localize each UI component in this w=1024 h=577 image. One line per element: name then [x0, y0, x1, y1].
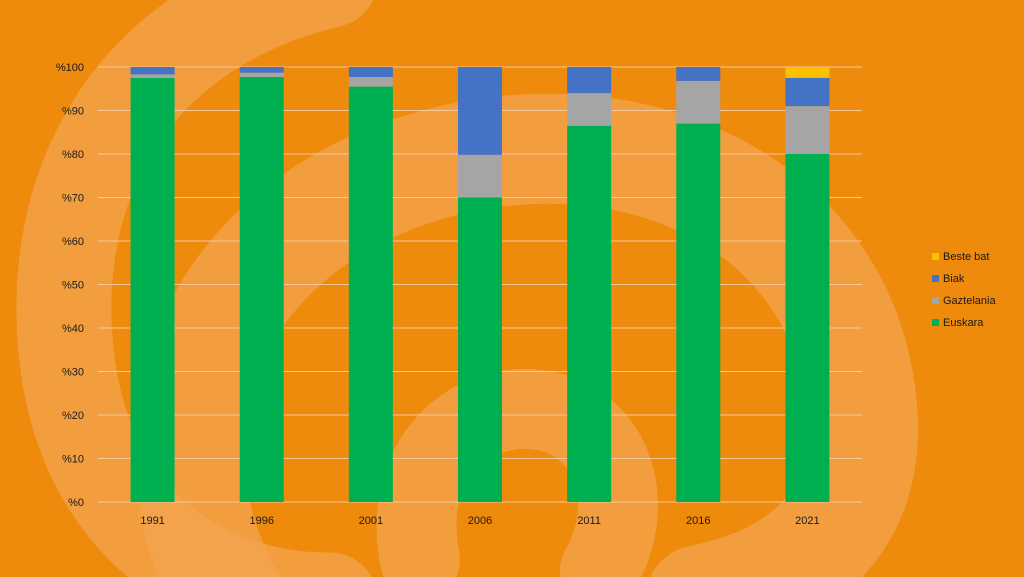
y-tick-label: %40	[62, 323, 84, 335]
bar-segment-euskara	[785, 154, 830, 502]
bar-segment-euskara	[130, 77, 175, 502]
bar-segment-euskara	[348, 86, 393, 502]
bar-segment-biak	[458, 67, 502, 155]
x-tick-label: 2011	[577, 515, 601, 527]
bar-segment-gaztelania	[676, 80, 721, 124]
bar-segment-biak	[676, 67, 721, 81]
legend-label: Gaztelania	[943, 295, 996, 307]
bar-segment-gaztelania	[567, 93, 612, 126]
bar-segment-biak	[567, 67, 612, 94]
y-axis-labels: %0 %10 %20 %30 %40 %50 %60 %70 %80 %90 %100	[56, 62, 84, 509]
x-axis-labels: 1991 1996 2001 2006 2011 2016 2021	[140, 515, 819, 527]
y-tick-label: %80	[62, 149, 84, 161]
y-tick-label: %50	[62, 280, 84, 292]
x-tick-label: 1996	[249, 515, 273, 527]
bar-segment-biak	[239, 67, 284, 73]
bar-segment-beste-bat	[785, 67, 830, 78]
y-tick-label: %0	[68, 497, 84, 509]
x-tick-label: 2016	[686, 515, 710, 527]
bar-segment-gaztelania	[239, 72, 284, 78]
bar-segment-biak	[348, 67, 393, 78]
bar-segment-euskara	[239, 77, 284, 502]
bar-segment-gaztelania	[348, 77, 393, 87]
y-tick-label: %90	[62, 106, 84, 118]
x-tick-label: 2006	[468, 515, 492, 527]
bar-segment-biak	[130, 67, 175, 75]
bar-segment-gaztelania	[785, 106, 830, 154]
y-tick-label: %60	[62, 236, 84, 248]
x-tick-label: 2021	[795, 515, 819, 527]
bar-segment-euskara	[676, 123, 721, 503]
legend-swatch	[932, 275, 939, 282]
x-tick-label: 2001	[359, 515, 383, 527]
bar-segment-gaztelania	[130, 74, 175, 78]
y-tick-label: %70	[62, 193, 84, 205]
legend-swatch	[932, 253, 939, 260]
y-tick-label: %30	[62, 367, 84, 379]
legend-label: Euskara	[943, 317, 984, 329]
y-tick-label: %10	[62, 454, 84, 466]
legend-label: Beste bat	[943, 251, 989, 263]
bar-segment-euskara	[567, 125, 612, 502]
bars	[130, 67, 830, 503]
legend-label: Biak	[943, 273, 965, 285]
legend-swatch	[932, 319, 939, 326]
bar-segment-euskara	[458, 197, 502, 502]
legend: Beste bat Biak Gaztelania Euskara	[932, 251, 996, 329]
bar-segment-biak	[785, 77, 830, 107]
legend-swatch	[932, 297, 939, 304]
y-tick-label: %20	[62, 410, 84, 422]
x-tick-label: 1991	[140, 515, 164, 527]
y-tick-label: %100	[56, 62, 84, 74]
bar-segment-gaztelania	[458, 154, 502, 198]
